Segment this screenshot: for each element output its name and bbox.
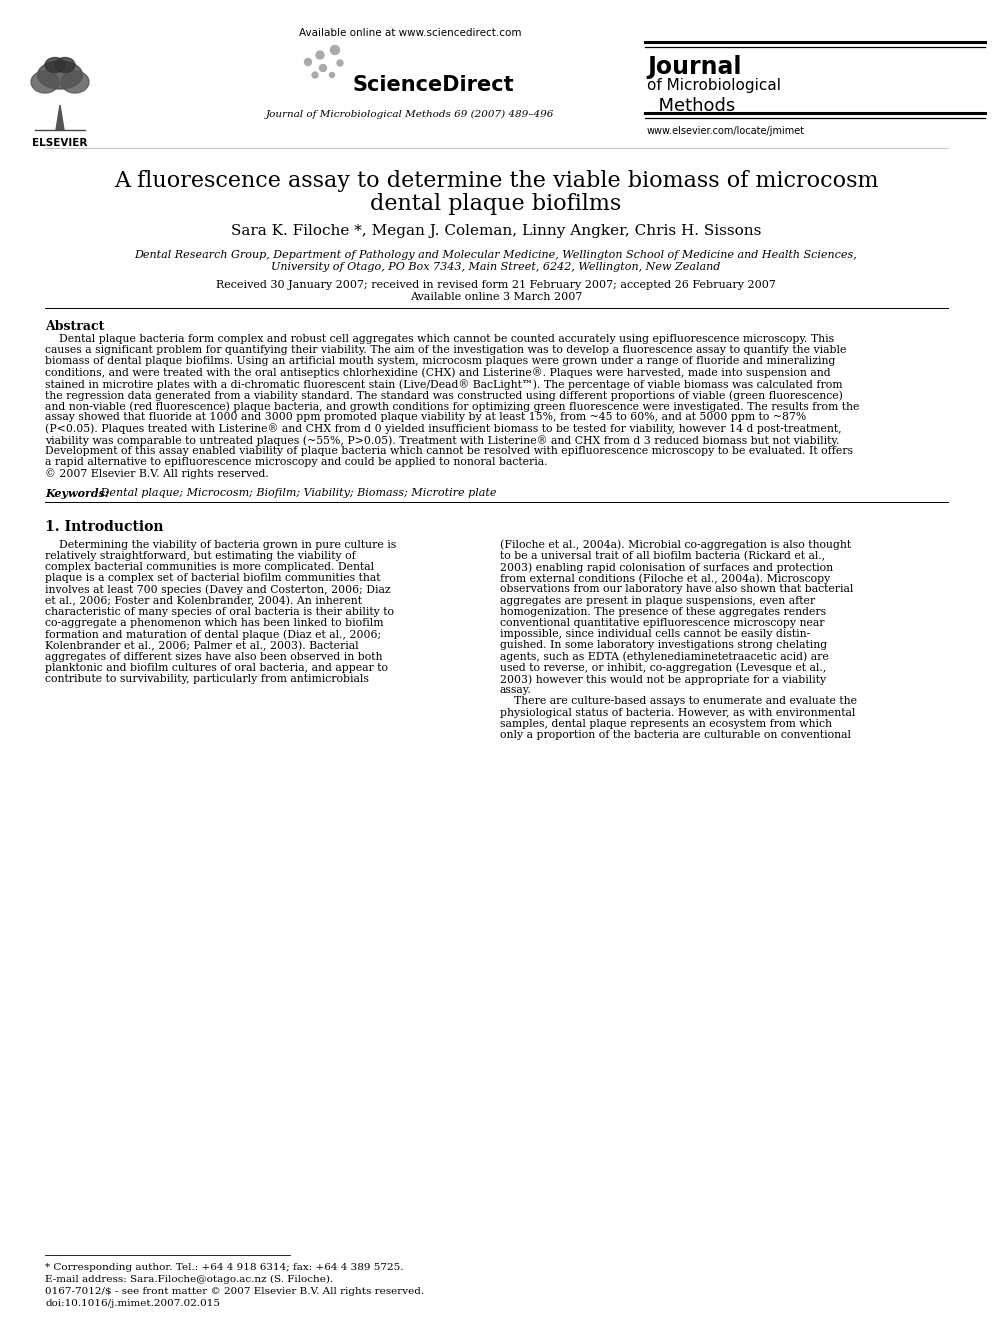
Text: biomass of dental plaque biofilms. Using an artificial mouth system, microcosm p: biomass of dental plaque biofilms. Using… [45,356,835,366]
Text: Dental Research Group, Department of Pathology and Molecular Medicine, Wellingto: Dental Research Group, Department of Pat… [135,250,857,261]
Text: 2003) however this would not be appropriate for a viability: 2003) however this would not be appropri… [500,673,826,684]
Text: Available online 3 March 2007: Available online 3 March 2007 [410,292,582,302]
Text: the regression data generated from a viability standard. The standard was constr: the regression data generated from a via… [45,390,843,401]
Text: University of Otago, PO Box 7343, Main Street, 6242, Wellington, New Zealand: University of Otago, PO Box 7343, Main S… [272,262,720,273]
Text: Methods: Methods [647,97,735,115]
Text: and non-viable (red fluorescence) plaque bacteria, and growth conditions for opt: and non-viable (red fluorescence) plaque… [45,401,859,411]
Text: observations from our laboratory have also shown that bacterial: observations from our laboratory have al… [500,585,853,594]
Text: samples, dental plaque represents an ecosystem from which: samples, dental plaque represents an eco… [500,718,832,729]
Ellipse shape [31,71,59,93]
Text: Kolenbrander et al., 2006; Palmer et al., 2003). Bacterial: Kolenbrander et al., 2006; Palmer et al.… [45,640,359,651]
Text: complex bacterial communities is more complicated. Dental: complex bacterial communities is more co… [45,562,374,572]
Ellipse shape [45,57,65,73]
Polygon shape [56,105,64,130]
Ellipse shape [312,71,318,78]
Text: planktonic and biofilm cultures of oral bacteria, and appear to: planktonic and biofilm cultures of oral … [45,663,388,673]
Ellipse shape [319,65,326,71]
Text: A fluorescence assay to determine the viable biomass of microcosm: A fluorescence assay to determine the vi… [114,169,878,192]
Text: of Microbiological: of Microbiological [647,78,781,93]
Text: There are culture-based assays to enumerate and evaluate the: There are culture-based assays to enumer… [500,696,857,706]
Text: * Corresponding author. Tel.: +64 4 918 6314; fax: +64 4 389 5725.: * Corresponding author. Tel.: +64 4 918 … [45,1263,404,1271]
Text: aggregates are present in plaque suspensions, even after: aggregates are present in plaque suspens… [500,595,815,606]
Text: formation and maturation of dental plaque (Diaz et al., 2006;: formation and maturation of dental plaqu… [45,630,381,640]
Text: Journal: Journal [647,56,741,79]
Text: assay showed that fluoride at 1000 and 3000 ppm promoted plaque viability by at : assay showed that fluoride at 1000 and 3… [45,413,806,422]
Ellipse shape [55,57,75,73]
Text: ScienceDirect: ScienceDirect [352,75,514,95]
Text: physiological status of bacteria. However, as with environmental: physiological status of bacteria. Howeve… [500,708,855,717]
Text: conditions, and were treated with the oral antiseptics chlorhexidine (CHX) and L: conditions, and were treated with the or… [45,368,830,378]
Text: Development of this assay enabled viability of plaque bacteria which cannot be r: Development of this assay enabled viabil… [45,446,853,456]
Text: viability was comparable to untreated plaques (~55%, P>0.05). Treatment with Lis: viability was comparable to untreated pl… [45,435,839,446]
Text: assay.: assay. [500,685,532,695]
Text: 0167-7012/$ - see front matter © 2007 Elsevier B.V. All rights reserved.: 0167-7012/$ - see front matter © 2007 El… [45,1287,425,1297]
Ellipse shape [38,61,82,89]
Text: Dental plaque bacteria form complex and robust cell aggregates which cannot be c: Dental plaque bacteria form complex and … [45,333,834,344]
Text: conventional quantitative epifluorescence microscopy near: conventional quantitative epifluorescenc… [500,618,824,628]
Text: E-mail address: Sara.Filoche@otago.ac.nz (S. Filoche).: E-mail address: Sara.Filoche@otago.ac.nz… [45,1275,333,1285]
Text: ELSEVIER: ELSEVIER [33,138,87,148]
Text: 2003) enabling rapid colonisation of surfaces and protection: 2003) enabling rapid colonisation of sur… [500,562,833,573]
Text: agents, such as EDTA (ethylenediaminetetraacetic acid) are: agents, such as EDTA (ethylenediaminetet… [500,652,828,663]
Text: relatively straightforward, but estimating the viability of: relatively straightforward, but estimati… [45,550,356,561]
Text: www.elsevier.com/locate/jmimet: www.elsevier.com/locate/jmimet [647,126,806,136]
Text: Journal of Microbiological Methods 69 (2007) 489–496: Journal of Microbiological Methods 69 (2… [266,110,555,119]
Ellipse shape [329,73,334,78]
Text: Dental plaque; Microcosm; Biofilm; Viability; Biomass; Microtire plate: Dental plaque; Microcosm; Biofilm; Viabi… [97,488,497,497]
Text: et al., 2006; Foster and Kolenbrander, 2004). An inherent: et al., 2006; Foster and Kolenbrander, 2… [45,595,362,606]
Text: co-aggregate a phenomenon which has been linked to biofilm: co-aggregate a phenomenon which has been… [45,618,384,628]
Text: (P<0.05). Plaques treated with Listerine® and CHX from d 0 yielded insufficient : (P<0.05). Plaques treated with Listerine… [45,423,841,434]
Ellipse shape [61,71,89,93]
Ellipse shape [305,58,311,66]
Text: Sara K. Filoche *, Megan J. Coleman, Linny Angker, Chris H. Sissons: Sara K. Filoche *, Megan J. Coleman, Lin… [231,224,761,238]
Text: impossible, since individual cells cannot be easily distin-: impossible, since individual cells canno… [500,630,810,639]
Text: © 2007 Elsevier B.V. All rights reserved.: © 2007 Elsevier B.V. All rights reserved… [45,468,269,479]
Text: causes a significant problem for quantifying their viability. The aim of the inv: causes a significant problem for quantif… [45,345,846,355]
Ellipse shape [316,52,324,60]
Text: doi:10.1016/j.mimet.2007.02.015: doi:10.1016/j.mimet.2007.02.015 [45,1299,220,1308]
Text: a rapid alternative to epifluorescence microscopy and could be applied to nonora: a rapid alternative to epifluorescence m… [45,458,548,467]
Text: dental plaque biofilms: dental plaque biofilms [370,193,622,216]
Text: Abstract: Abstract [45,320,104,333]
Text: aggregates of different sizes have also been observed in both: aggregates of different sizes have also … [45,652,383,662]
Text: plaque is a complex set of bacterial biofilm communities that: plaque is a complex set of bacterial bio… [45,573,381,583]
Text: guished. In some laboratory investigations strong chelating: guished. In some laboratory investigatio… [500,640,827,651]
Text: characteristic of many species of oral bacteria is their ability to: characteristic of many species of oral b… [45,607,394,617]
Text: used to reverse, or inhibit, co-aggregation (Levesque et al.,: used to reverse, or inhibit, co-aggregat… [500,663,826,673]
Text: Determining the viability of bacteria grown in pure culture is: Determining the viability of bacteria gr… [45,540,396,549]
Text: stained in microtire plates with a di-chromatic fluorescent stain (Live/Dead® Ba: stained in microtire plates with a di-ch… [45,378,842,389]
Text: Keywords:: Keywords: [45,488,109,499]
Text: only a proportion of the bacteria are culturable on conventional: only a proportion of the bacteria are cu… [500,730,851,740]
Text: involves at least 700 species (Davey and Costerton, 2006; Diaz: involves at least 700 species (Davey and… [45,585,391,595]
Text: (Filoche et al., 2004a). Microbial co-aggregation is also thought: (Filoche et al., 2004a). Microbial co-ag… [500,540,851,550]
Text: 1. Introduction: 1. Introduction [45,520,164,533]
Text: to be a universal trait of all biofilm bacteria (Rickard et al.,: to be a universal trait of all biofilm b… [500,550,825,561]
Text: homogenization. The presence of these aggregates renders: homogenization. The presence of these ag… [500,607,826,617]
Text: Available online at www.sciencedirect.com: Available online at www.sciencedirect.co… [299,28,521,38]
Text: Received 30 January 2007; received in revised form 21 February 2007; accepted 26: Received 30 January 2007; received in re… [216,280,776,290]
Text: contribute to survivability, particularly from antimicrobials: contribute to survivability, particularl… [45,673,369,684]
Text: from external conditions (Filoche et al., 2004a). Microscopy: from external conditions (Filoche et al.… [500,573,830,583]
Ellipse shape [330,45,339,54]
Ellipse shape [337,60,343,66]
